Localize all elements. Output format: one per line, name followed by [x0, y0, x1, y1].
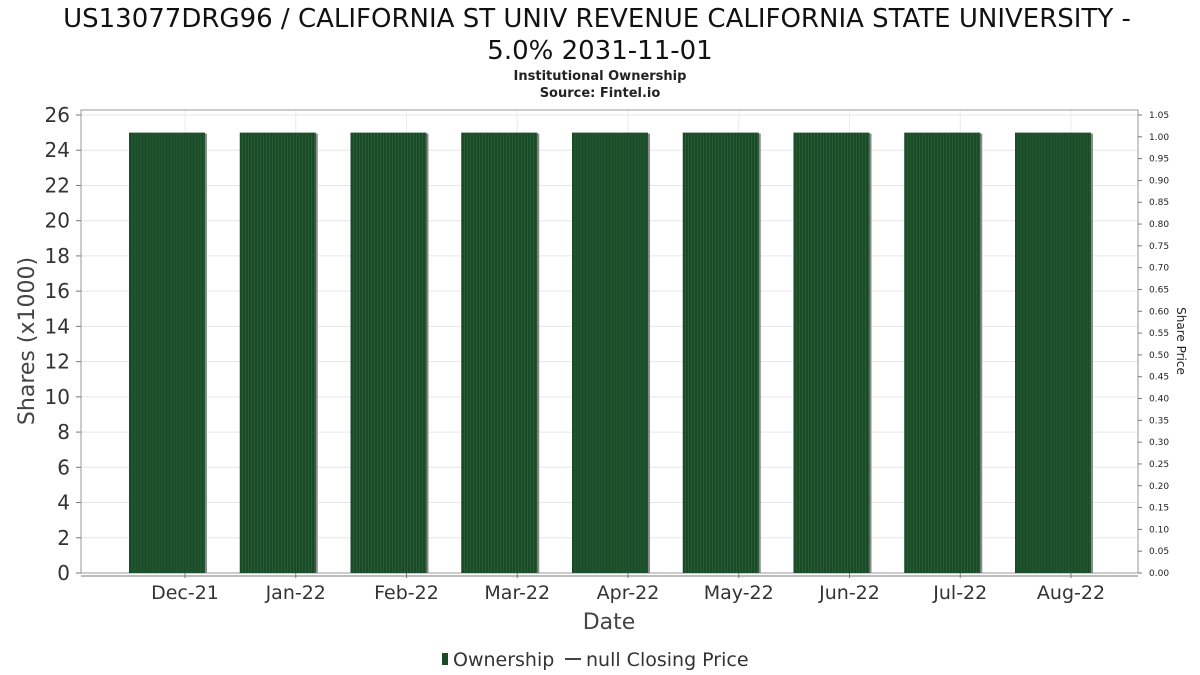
chart-subtitle: Institutional Ownership	[514, 69, 687, 84]
y-tick-label: 4	[57, 491, 70, 515]
y-tick-label: 6	[57, 455, 70, 479]
y2-tick-label: 0.20	[1149, 482, 1169, 492]
y-tick-label: 16	[45, 279, 70, 303]
bar-fill	[129, 132, 205, 573]
chart-title-line-1: US13077DRG96 / CALIFORNIA ST UNIV REVENU…	[63, 4, 1131, 34]
x-tick-label: Jul-22	[932, 582, 987, 604]
bar-fill	[793, 132, 870, 573]
y2-tick-label: 0.85	[1149, 198, 1169, 208]
bar	[350, 132, 429, 573]
chart-title-line-2: 5.0% 2031-11-01	[487, 36, 712, 66]
y-tick-label: 0	[57, 561, 70, 585]
y2-tick-label: 0.40	[1149, 395, 1169, 405]
y2-tick-label: 0.35	[1149, 416, 1169, 426]
legend-ownership-swatch	[442, 653, 448, 665]
y-tick-label: 2	[57, 526, 70, 550]
x-axis-label: Date	[583, 610, 636, 635]
y2-axis-label: Share Price	[1174, 307, 1188, 375]
x-tick-label: Jun-22	[818, 582, 880, 604]
y2-tick-label: 0.60	[1149, 307, 1169, 317]
x-axis-ticks: Dec-21 Jan-22 Feb-22 Mar-22 Apr-22 May-22 Jun-…	[81, 573, 1138, 604]
y-tick-label: 18	[45, 244, 70, 268]
y2-tick-label: 0.00	[1149, 569, 1169, 579]
bar-fill	[904, 132, 981, 573]
bar	[1015, 132, 1093, 573]
y2-tick-label: 0.25	[1149, 460, 1169, 470]
y-tick-label: 10	[45, 385, 70, 409]
legend: Ownership null Closing Price	[442, 649, 749, 671]
x-tick-label: Jan-22	[265, 582, 326, 604]
bar	[904, 132, 983, 573]
y2-tick-label: 0.05	[1149, 547, 1169, 557]
x-tick-label: Apr-22	[597, 582, 660, 604]
bar	[239, 132, 318, 573]
y-tick-label: 8	[57, 420, 70, 444]
y2-tick-label: 0.15	[1149, 504, 1169, 514]
bar-fill	[682, 132, 759, 573]
x-tick-label: May-22	[704, 582, 774, 604]
bar-fill	[1015, 132, 1091, 573]
bar	[793, 132, 872, 573]
y2-tick-label: 1.05	[1149, 111, 1169, 121]
bar-fill	[350, 132, 427, 573]
y2-tick-label: 0.45	[1149, 373, 1169, 383]
y2-tick-label: 0.70	[1149, 264, 1169, 274]
y2-tick-label: 0.90	[1149, 176, 1169, 186]
y2-tick-label: 0.50	[1149, 351, 1169, 361]
y-tick-label: 24	[45, 138, 70, 162]
x-tick-label: Aug-22	[1037, 582, 1105, 604]
y2-tick-label: 1.00	[1149, 133, 1169, 143]
bar-fill	[461, 132, 538, 573]
legend-price-label: null Closing Price	[586, 649, 749, 671]
y-axis-label: Shares (x1000)	[15, 257, 40, 425]
bar	[461, 132, 540, 573]
y2-tick-label: 0.75	[1149, 242, 1169, 252]
y2-tick-label: 0.30	[1149, 438, 1169, 448]
x-tick-label: Dec-21	[151, 582, 219, 604]
y2-tick-label: 0.55	[1149, 329, 1169, 339]
y2-tick-label: 0.95	[1149, 155, 1169, 165]
y-tick-label: 14	[45, 314, 70, 338]
y-tick-label: 26	[45, 103, 70, 127]
y-tick-label: 22	[45, 173, 70, 197]
x-tick-label: Mar-22	[484, 582, 550, 604]
y2-axis-ticks: 0.00 0.05 0.10 0.15 0.20 0.25 0.30 0.35 0.40 0.45…	[1138, 111, 1169, 579]
y2-tick-label: 0.80	[1149, 220, 1169, 230]
bar-fill	[572, 132, 648, 573]
ownership-bars	[129, 132, 1093, 573]
bar	[572, 132, 650, 573]
y2-tick-label: 0.10	[1149, 525, 1169, 535]
chart-source: Source: Fintel.io	[540, 86, 661, 101]
legend-ownership-label: Ownership	[453, 649, 554, 671]
bar	[682, 132, 761, 573]
y-tick-label: 20	[45, 209, 70, 233]
bar-fill	[239, 132, 316, 573]
bar	[129, 132, 207, 573]
x-tick-label: Feb-22	[374, 582, 439, 604]
y-tick-label: 12	[45, 350, 70, 374]
y2-tick-label: 0.65	[1149, 285, 1169, 295]
